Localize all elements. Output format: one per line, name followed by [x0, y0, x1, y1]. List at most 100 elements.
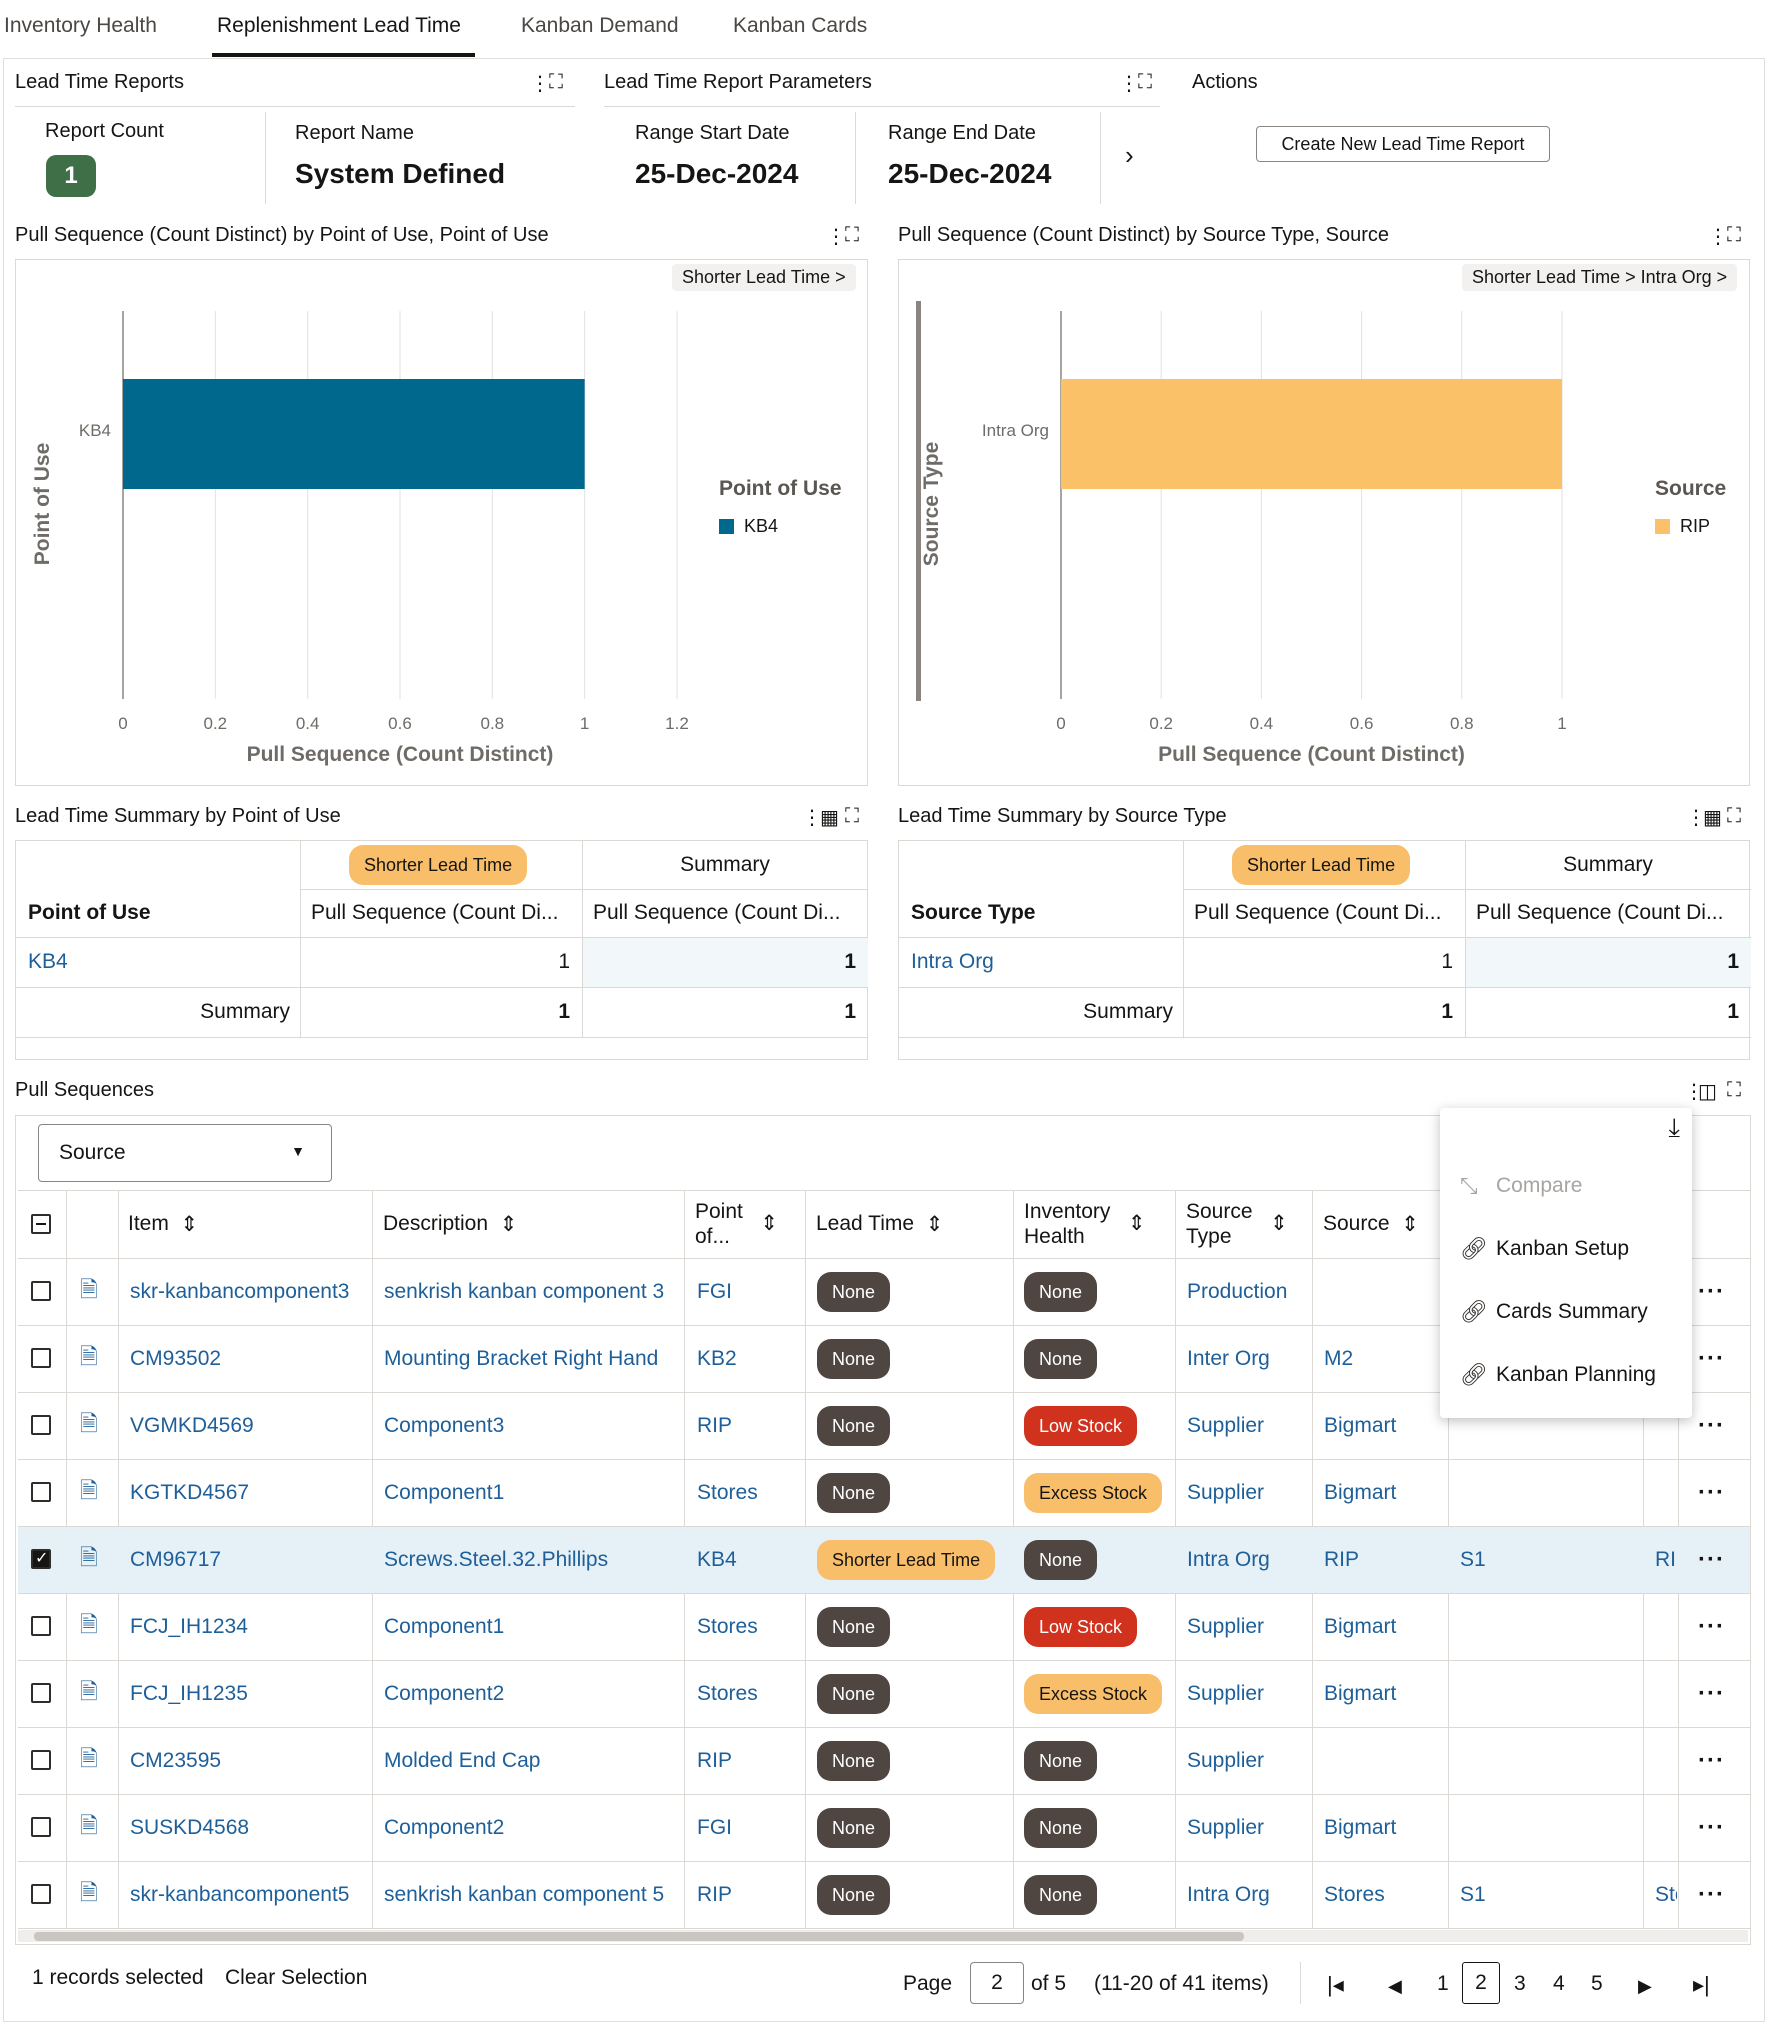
- tab-replenishment-lead-time[interactable]: Replenishment Lead Time: [217, 14, 461, 37]
- scrollbar-thumb[interactable]: [34, 1932, 1244, 1941]
- source-type-link[interactable]: Production: [1187, 1279, 1288, 1303]
- col-item[interactable]: Item ⇕: [128, 1212, 199, 1236]
- document-search-icon[interactable]: 🗎: [80, 1343, 98, 1369]
- description-link[interactable]: Mounting Bracket Right Hand: [384, 1346, 659, 1370]
- more-icon[interactable]: ⋮: [1684, 1081, 1704, 1103]
- row-checkbox[interactable]: [31, 1616, 51, 1636]
- document-search-icon[interactable]: 🗎: [80, 1410, 98, 1436]
- row-checkbox[interactable]: [31, 1817, 51, 1837]
- previous-page-icon[interactable]: ◀: [1388, 1976, 1402, 1996]
- row-checkbox[interactable]: [31, 1281, 51, 1301]
- description-link[interactable]: senkrish kanban component 3: [384, 1279, 665, 1303]
- horizontal-scrollbar[interactable]: [18, 1930, 1748, 1942]
- col-lead-time[interactable]: Lead Time ⇕: [816, 1212, 944, 1236]
- menu-compare[interactable]: ⤡ Compare: [1460, 1173, 1583, 1198]
- row-checkbox[interactable]: [31, 1683, 51, 1703]
- expand-icon[interactable]: ⛶: [1727, 1079, 1741, 1101]
- source-link[interactable]: Stores: [1324, 1882, 1385, 1906]
- point-of-use-link[interactable]: FGI: [697, 1815, 732, 1839]
- document-search-icon[interactable]: 🗎: [80, 1276, 98, 1302]
- expand-icon[interactable]: ⛶: [1138, 71, 1152, 93]
- row-actions-icon[interactable]: ···: [1698, 1478, 1725, 1506]
- tab-inventory-health[interactable]: Inventory Health: [4, 14, 157, 37]
- item-link[interactable]: skr-kanbancomponent5: [130, 1882, 350, 1906]
- col-point-of-use[interactable]: Point of... ⇕: [695, 1199, 778, 1248]
- truncated-column-value[interactable]: [1655, 1660, 1677, 1727]
- row-actions-icon[interactable]: ···: [1698, 1411, 1725, 1439]
- page-1[interactable]: 1: [1437, 1972, 1449, 1995]
- source-link[interactable]: Bigmart: [1324, 1614, 1397, 1638]
- point-of-use-link[interactable]: Stores: [697, 1614, 758, 1638]
- source-type-link[interactable]: Intra Org: [1187, 1882, 1270, 1906]
- source-type-link[interactable]: Supplier: [1187, 1413, 1265, 1437]
- source-type-link[interactable]: Supplier: [1187, 1748, 1265, 1772]
- point-of-use-link[interactable]: KB4: [697, 1547, 737, 1571]
- source-link[interactable]: RIP: [1324, 1547, 1360, 1571]
- page-5[interactable]: 5: [1591, 1972, 1603, 1995]
- expand-icon[interactable]: ⛶: [549, 71, 563, 93]
- subinventory-link[interactable]: S1: [1460, 1547, 1486, 1571]
- page-input[interactable]: 2: [970, 1962, 1024, 2004]
- menu-cards-summary[interactable]: 🔗︎ Cards Summary: [1460, 1299, 1648, 1324]
- source-type-link[interactable]: Supplier: [1187, 1614, 1265, 1638]
- page-4[interactable]: 4: [1553, 1972, 1565, 1995]
- item-link[interactable]: CM23595: [130, 1748, 222, 1772]
- source-type-link[interactable]: Supplier: [1187, 1480, 1265, 1504]
- row-checkbox[interactable]: ✓: [31, 1549, 51, 1569]
- truncated-column-value[interactable]: RII: [1655, 1547, 1677, 1571]
- select-all-checkbox[interactable]: [31, 1214, 51, 1234]
- col-inventory-health[interactable]: Inventory Health ⇕: [1024, 1199, 1146, 1248]
- last-page-icon[interactable]: ▸|: [1693, 1972, 1710, 1997]
- document-search-icon[interactable]: 🗎: [80, 1544, 98, 1570]
- description-link[interactable]: Component2: [384, 1681, 505, 1705]
- more-icon[interactable]: ⋮: [1119, 73, 1139, 95]
- source-type-link[interactable]: Inter Org: [1187, 1346, 1270, 1370]
- point-of-use-link[interactable]: RIP: [697, 1413, 733, 1437]
- tab-kanban-demand[interactable]: Kanban Demand: [521, 14, 679, 37]
- col-source[interactable]: Source ⇕: [1323, 1212, 1419, 1236]
- point-of-use-link[interactable]: RIP: [697, 1882, 733, 1906]
- col-description[interactable]: Description ⇕: [383, 1212, 518, 1236]
- truncated-column-value[interactable]: [1655, 1593, 1677, 1660]
- item-link[interactable]: CM93502: [130, 1346, 222, 1370]
- description-link[interactable]: Molded End Cap: [384, 1748, 541, 1772]
- row-checkbox[interactable]: [31, 1415, 51, 1435]
- row-intra-org-link[interactable]: Intra Org: [911, 950, 994, 973]
- item-link[interactable]: skr-kanbancomponent3: [130, 1279, 350, 1303]
- row-actions-icon[interactable]: ···: [1698, 1344, 1725, 1372]
- item-link[interactable]: CM96717: [130, 1547, 222, 1571]
- source-type-link[interactable]: Supplier: [1187, 1681, 1265, 1705]
- document-search-icon[interactable]: 🗎: [80, 1812, 98, 1838]
- chart1-breadcrumb[interactable]: Shorter Lead Time >: [672, 264, 856, 291]
- column-panel-icon[interactable]: ◫: [1698, 1081, 1717, 1103]
- point-of-use-link[interactable]: RIP: [697, 1748, 733, 1772]
- row-actions-icon[interactable]: ···: [1698, 1612, 1725, 1640]
- page-2-current[interactable]: 2: [1462, 1962, 1500, 2004]
- menu-kanban-planning[interactable]: 🔗︎ Kanban Planning: [1460, 1362, 1656, 1387]
- row-actions-icon[interactable]: ···: [1698, 1679, 1725, 1707]
- truncated-column-value[interactable]: [1655, 1727, 1677, 1794]
- row-checkbox[interactable]: [31, 1750, 51, 1770]
- bar-kb4[interactable]: [123, 379, 585, 489]
- source-type-link[interactable]: Intra Org: [1187, 1547, 1270, 1571]
- row-actions-icon[interactable]: ···: [1698, 1880, 1725, 1908]
- item-link[interactable]: SUSKD4568: [130, 1815, 250, 1839]
- document-search-icon[interactable]: 🗎: [80, 1477, 98, 1503]
- source-link[interactable]: Bigmart: [1324, 1815, 1397, 1839]
- description-link[interactable]: Component2: [384, 1815, 505, 1839]
- point-of-use-link[interactable]: Stores: [697, 1480, 758, 1504]
- item-link[interactable]: KGTKD4567: [130, 1480, 250, 1504]
- point-of-use-link[interactable]: Stores: [697, 1681, 758, 1705]
- row-actions-icon[interactable]: ···: [1698, 1746, 1725, 1774]
- next-page-icon[interactable]: ▶: [1638, 1976, 1652, 1996]
- document-search-icon[interactable]: 🗎: [80, 1611, 98, 1637]
- create-lead-time-report-button[interactable]: Create New Lead Time Report: [1256, 126, 1550, 162]
- row-actions-icon[interactable]: ···: [1698, 1277, 1725, 1305]
- row-checkbox[interactable]: [31, 1884, 51, 1904]
- source-link[interactable]: Bigmart: [1324, 1413, 1397, 1437]
- document-search-icon[interactable]: 🗎: [80, 1879, 98, 1905]
- description-link[interactable]: Component3: [384, 1413, 505, 1437]
- item-link[interactable]: FCJ_IH1234: [130, 1614, 248, 1638]
- document-search-icon[interactable]: 🗎: [80, 1678, 98, 1704]
- row-kb4-link[interactable]: KB4: [28, 950, 68, 973]
